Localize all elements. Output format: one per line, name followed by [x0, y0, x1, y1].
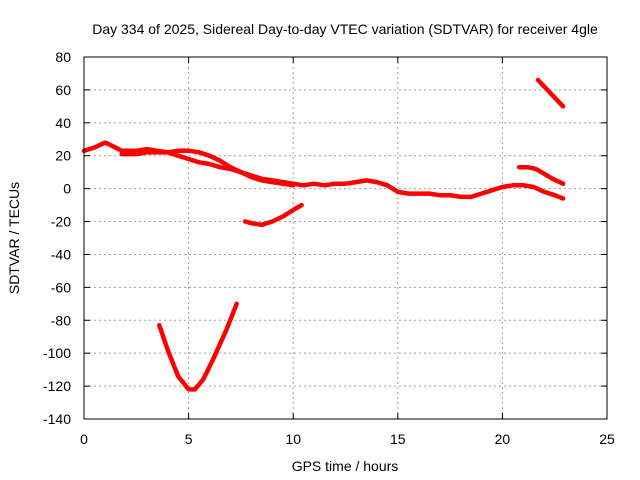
- x-tick-label: 20: [495, 431, 511, 447]
- grid-layer: [84, 57, 607, 419]
- y-tick-label: 60: [55, 82, 71, 98]
- series-layer: [81, 77, 566, 392]
- y-tick-label: -100: [43, 345, 71, 361]
- ticks-layer: 0 5 10 15 20 25 -140 -120 -100 -80 -60 -40 -20 0 20 40 6…: [43, 49, 615, 447]
- y-tick-label: -40: [51, 246, 71, 262]
- y-tick-label: -60: [51, 279, 71, 295]
- y-tick-label: 0: [63, 181, 71, 197]
- x-tick-label: 25: [599, 431, 615, 447]
- y-tick-label: -120: [43, 378, 71, 394]
- series-seg-late-high: [516, 164, 566, 186]
- y-axis-label: SDTVAR / TECUs: [6, 182, 22, 294]
- x-tick-label: 0: [80, 431, 88, 447]
- chart-title: Day 334 of 2025, Sidereal Day-to-day VTE…: [92, 21, 598, 37]
- y-tick-label: 40: [55, 115, 71, 131]
- y-tick-label: -80: [51, 312, 71, 328]
- y-tick-label: -20: [51, 214, 71, 230]
- x-axis-label: GPS time / hours: [292, 458, 399, 474]
- x-tick-label: 5: [185, 431, 193, 447]
- y-tick-label: -140: [43, 411, 71, 427]
- y-tick-label: 20: [55, 148, 71, 164]
- series-seg-main-lower: [119, 148, 296, 188]
- series-seg-mid-dip: [242, 202, 304, 228]
- x-tick-label: 15: [390, 431, 406, 447]
- series-seg-top-right: [535, 77, 566, 109]
- series-seg-deep-v: [157, 301, 239, 392]
- y-tick-label: 80: [55, 49, 71, 65]
- plot-frame: [83, 56, 608, 420]
- x-tick-label: 10: [285, 431, 301, 447]
